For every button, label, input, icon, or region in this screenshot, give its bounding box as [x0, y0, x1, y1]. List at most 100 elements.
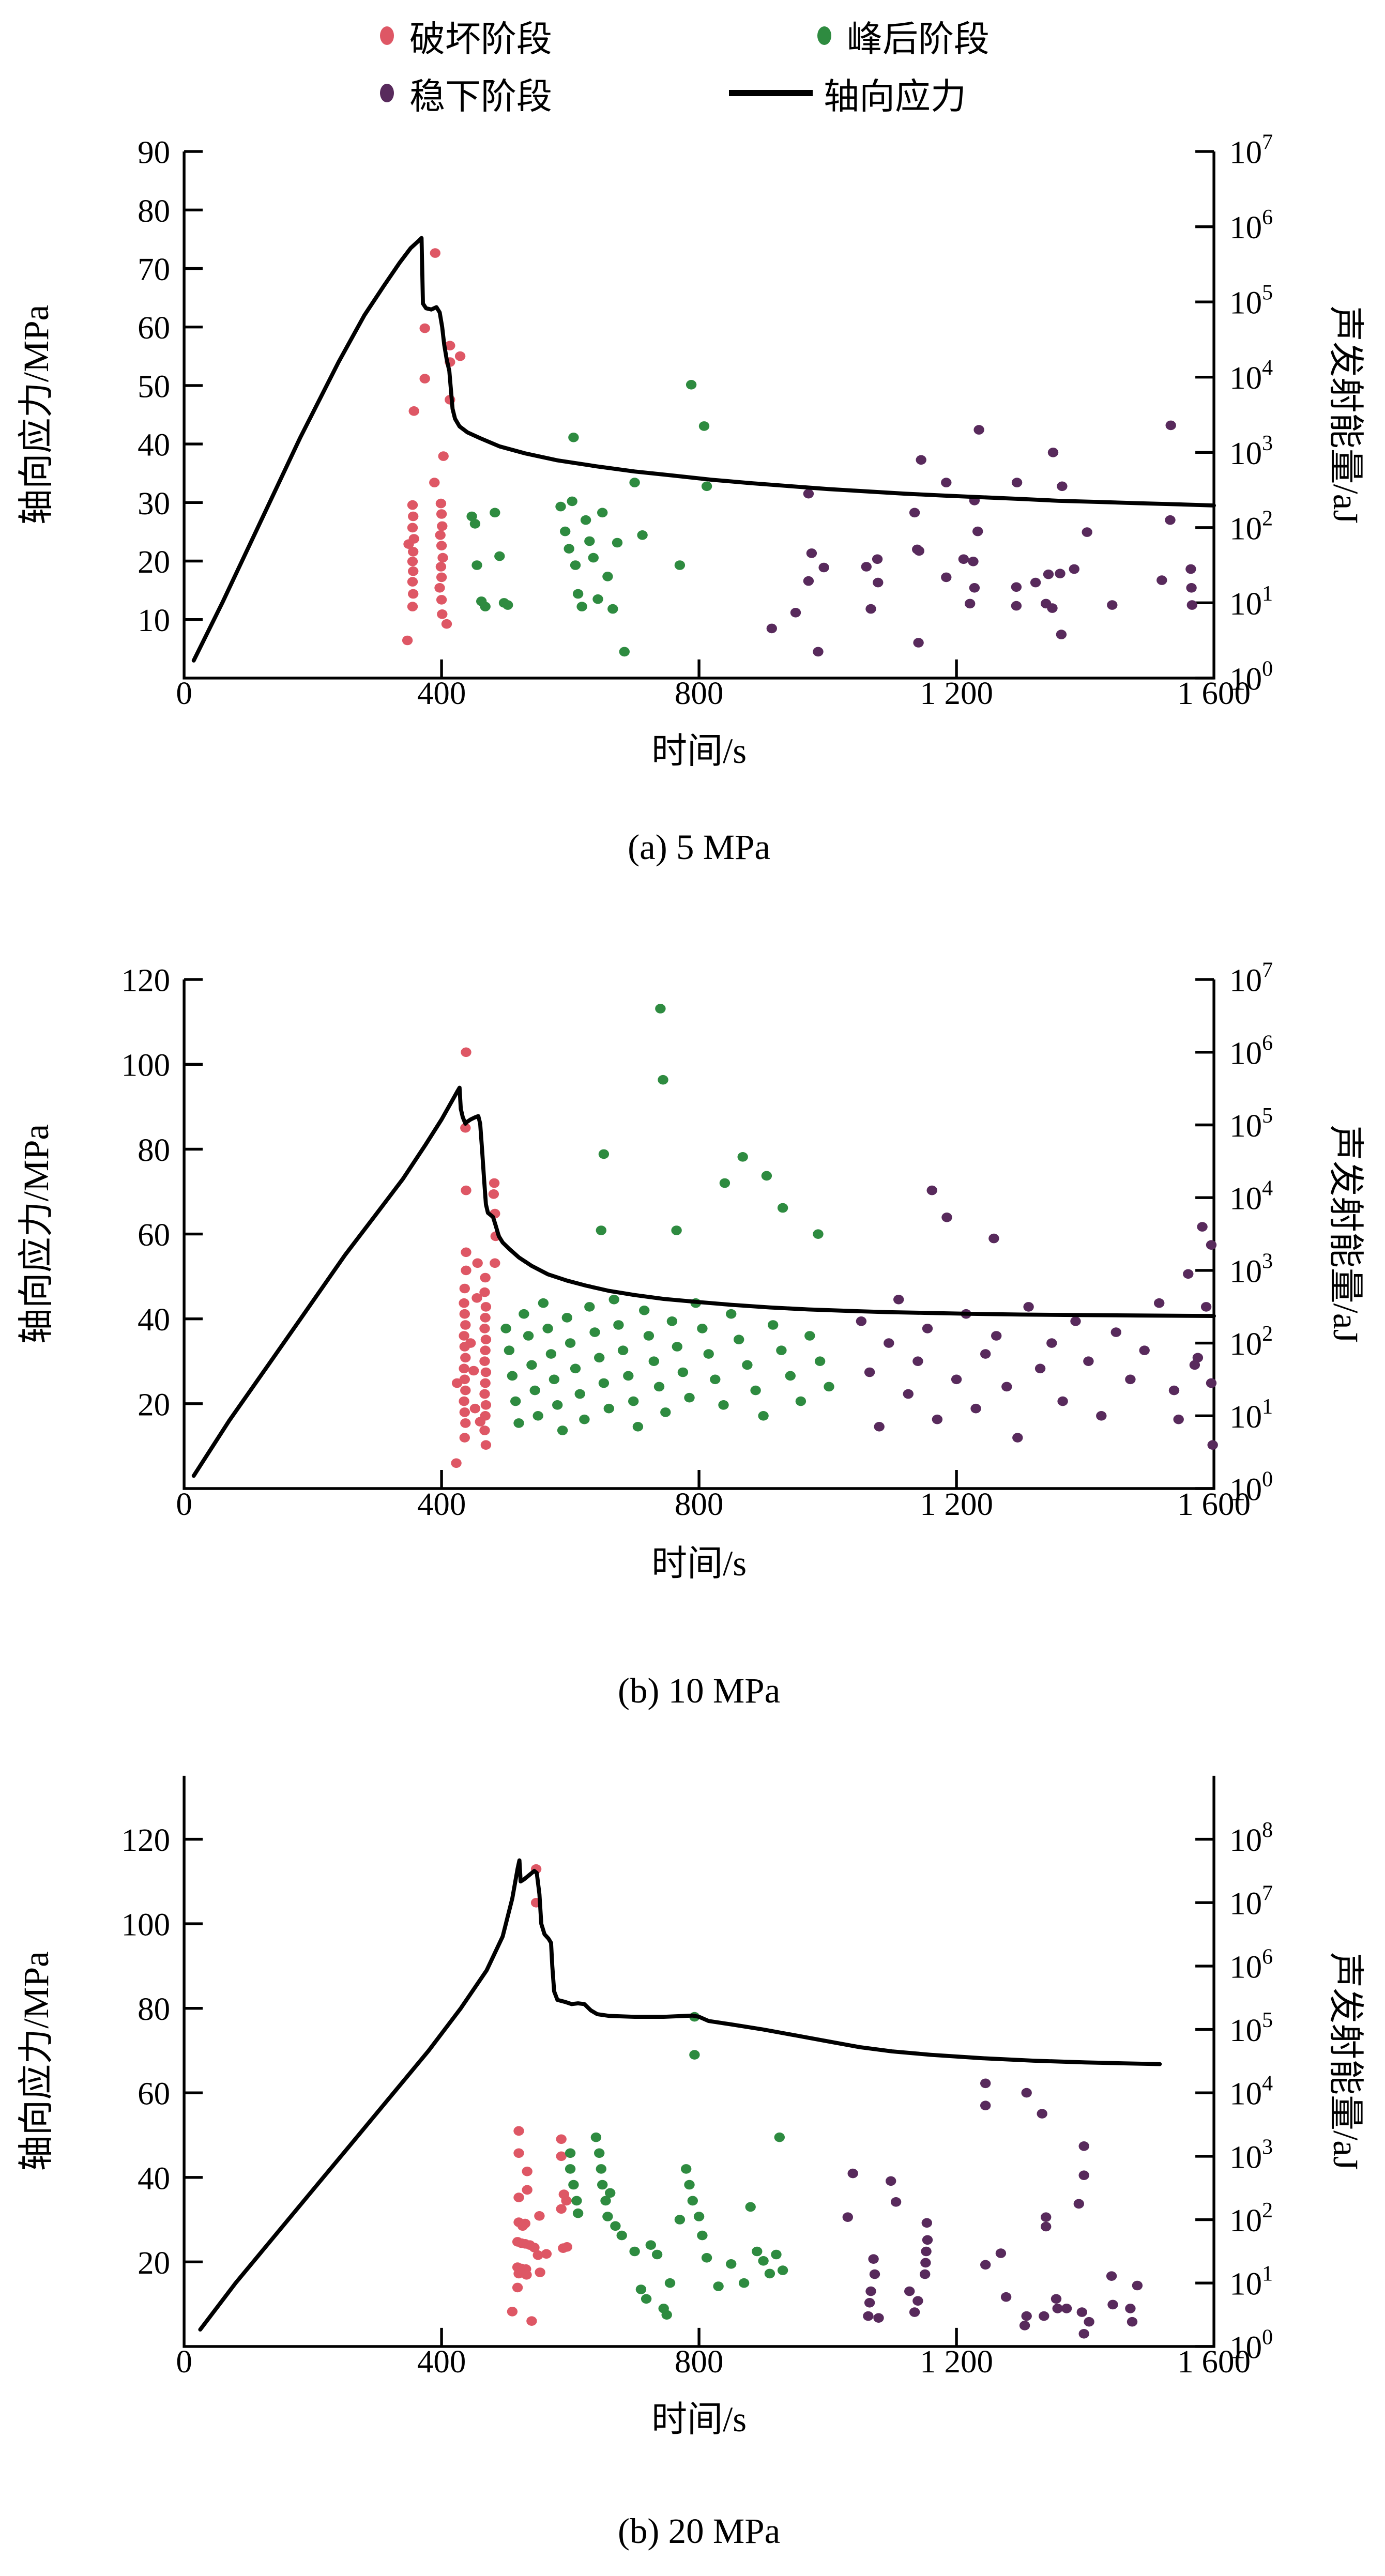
svg-text:100: 100 — [1229, 657, 1273, 697]
chart-a-series-red — [402, 248, 466, 646]
chart-a: 1020304050607080901001011021031041051061… — [17, 131, 1365, 867]
svg-text:40: 40 — [138, 427, 170, 463]
svg-text:800: 800 — [675, 2343, 723, 2380]
chart-b-series-red — [451, 1047, 501, 1468]
chart-c-x-axis-title: 时间/s — [651, 2400, 747, 2439]
chart-b-caption: (b) 10 MPa — [618, 1671, 780, 1710]
chart-c-series-green — [565, 2012, 788, 2320]
legend-item-post-peak-stage: 峰后阶段 — [811, 12, 990, 59]
svg-text:20: 20 — [138, 544, 170, 580]
chart-c-x-axis-ticks: 0 400 800 1 200 1 600 — [176, 2327, 1251, 2380]
svg-text:107: 107 — [1229, 131, 1273, 171]
svg-text:1 200: 1 200 — [920, 2343, 993, 2380]
svg-text:90: 90 — [138, 134, 170, 171]
svg-text:80: 80 — [138, 1132, 170, 1168]
svg-text:40: 40 — [138, 2160, 170, 2196]
chart-a-left-axis-title: 轴向应力/MPa — [17, 305, 56, 525]
svg-text:100: 100 — [121, 1047, 170, 1083]
svg-text:102: 102 — [1229, 2199, 1273, 2238]
chart-b-axial-stress-curve — [191, 1085, 1216, 1478]
legend-item-steady-stage: 稳下阶段 — [374, 70, 552, 116]
svg-text:0: 0 — [176, 1486, 192, 1522]
svg-text:102: 102 — [1229, 1322, 1273, 1362]
svg-text:0: 0 — [176, 675, 192, 711]
svg-text:102: 102 — [1229, 507, 1273, 546]
svg-text:120: 120 — [121, 1822, 170, 1858]
chart-a-left-axis-ticks: 10 20 30 40 50 60 70 80 90 — [138, 134, 203, 638]
legend-label-steady-stage: 稳下阶段 — [409, 78, 552, 116]
chart-c-left-axis-title: 轴向应力/MPa — [17, 1951, 56, 2171]
svg-text:103: 103 — [1229, 1249, 1273, 1289]
chart-a-right-axis-ticks: 100 101 102 103 104 105 106 107 — [1195, 131, 1273, 697]
chart-b-left-axis-ticks: 20 40 60 80 100 120 — [121, 962, 203, 1422]
svg-text:800: 800 — [675, 675, 723, 711]
svg-text:50: 50 — [138, 368, 170, 404]
chart-c-left-axis-ticks: 20 40 60 80 100 120 — [121, 1822, 203, 2281]
svg-text:120: 120 — [121, 962, 170, 999]
svg-text:107: 107 — [1229, 959, 1273, 999]
svg-text:103: 103 — [1229, 2135, 1273, 2175]
chart-c-series-red — [507, 1864, 573, 2326]
chart-a-x-axis-ticks: 0 400 800 1 200 1 600 — [176, 659, 1251, 711]
chart-a-caption: (a) 5 MPa — [628, 827, 770, 867]
svg-text:103: 103 — [1229, 432, 1273, 471]
svg-text:30: 30 — [138, 485, 170, 522]
chart-b-series-purple — [856, 1185, 1218, 1450]
legend-item-axial-stress: 轴向应力 — [729, 70, 966, 116]
svg-text:104: 104 — [1229, 1177, 1273, 1217]
svg-text:1 200: 1 200 — [920, 1486, 993, 1522]
chart-a-axial-stress-curve — [191, 236, 1216, 663]
chart-b-x-axis-ticks: 0 400 800 1 200 1 600 — [176, 1469, 1251, 1522]
failure-stage-dot-icon — [374, 26, 399, 45]
legend-item-failure-stage: 破坏阶段 — [374, 12, 552, 59]
svg-text:101: 101 — [1229, 582, 1273, 622]
svg-text:400: 400 — [417, 675, 466, 711]
svg-text:20: 20 — [138, 1386, 170, 1422]
svg-text:1 200: 1 200 — [920, 675, 993, 711]
chart-c-axial-stress-curve — [198, 1858, 1162, 2332]
svg-text:106: 106 — [1229, 1031, 1273, 1071]
svg-text:60: 60 — [138, 310, 170, 346]
svg-text:800: 800 — [675, 1486, 723, 1522]
svg-text:70: 70 — [138, 251, 170, 287]
svg-text:101: 101 — [1229, 2262, 1273, 2302]
svg-text:60: 60 — [138, 1217, 170, 1253]
post-peak-stage-dot-icon — [811, 26, 836, 45]
legend-label-post-peak-stage: 峰后阶段 — [847, 20, 990, 59]
svg-text:40: 40 — [138, 1301, 170, 1338]
axial-stress-line-icon — [729, 90, 813, 96]
svg-text:106: 106 — [1229, 1945, 1273, 1985]
svg-text:400: 400 — [417, 2343, 466, 2380]
svg-text:10: 10 — [138, 602, 170, 638]
svg-text:1 600: 1 600 — [1177, 2343, 1251, 2380]
steady-stage-dot-icon — [374, 84, 399, 102]
svg-text:0: 0 — [176, 2343, 192, 2380]
svg-text:105: 105 — [1229, 2008, 1273, 2048]
svg-text:108: 108 — [1229, 1818, 1273, 1858]
chart-a-series-green — [466, 379, 712, 657]
chart-a-right-axis-title: 声发射能量/aJ — [1326, 306, 1365, 524]
svg-text:1 600: 1 600 — [1177, 1486, 1251, 1522]
svg-text:101: 101 — [1229, 1395, 1273, 1435]
svg-text:20: 20 — [138, 2245, 170, 2281]
svg-text:104: 104 — [1229, 356, 1273, 396]
svg-text:106: 106 — [1229, 206, 1273, 246]
chart-c-caption: (b) 20 MPa — [618, 2511, 780, 2551]
chart-b-x-axis-title: 时间/s — [651, 1544, 747, 1583]
chart-legend: 破坏阶段 峰后阶段 稳下阶段 轴向应力 — [0, 0, 1385, 130]
svg-text:60: 60 — [138, 2076, 170, 2112]
svg-text:105: 105 — [1229, 281, 1273, 321]
chart-a-series-purple — [766, 420, 1197, 657]
svg-text:400: 400 — [417, 1486, 466, 1522]
chart-b-right-axis-title: 声发射能量/aJ — [1326, 1125, 1365, 1343]
chart-b-left-axis-title: 轴向应力/MPa — [17, 1124, 56, 1344]
chart-b-series-green — [500, 1004, 834, 1435]
svg-text:107: 107 — [1229, 1882, 1273, 1922]
chart-a-x-axis-title: 时间/s — [651, 731, 747, 771]
svg-text:104: 104 — [1229, 2072, 1273, 2112]
